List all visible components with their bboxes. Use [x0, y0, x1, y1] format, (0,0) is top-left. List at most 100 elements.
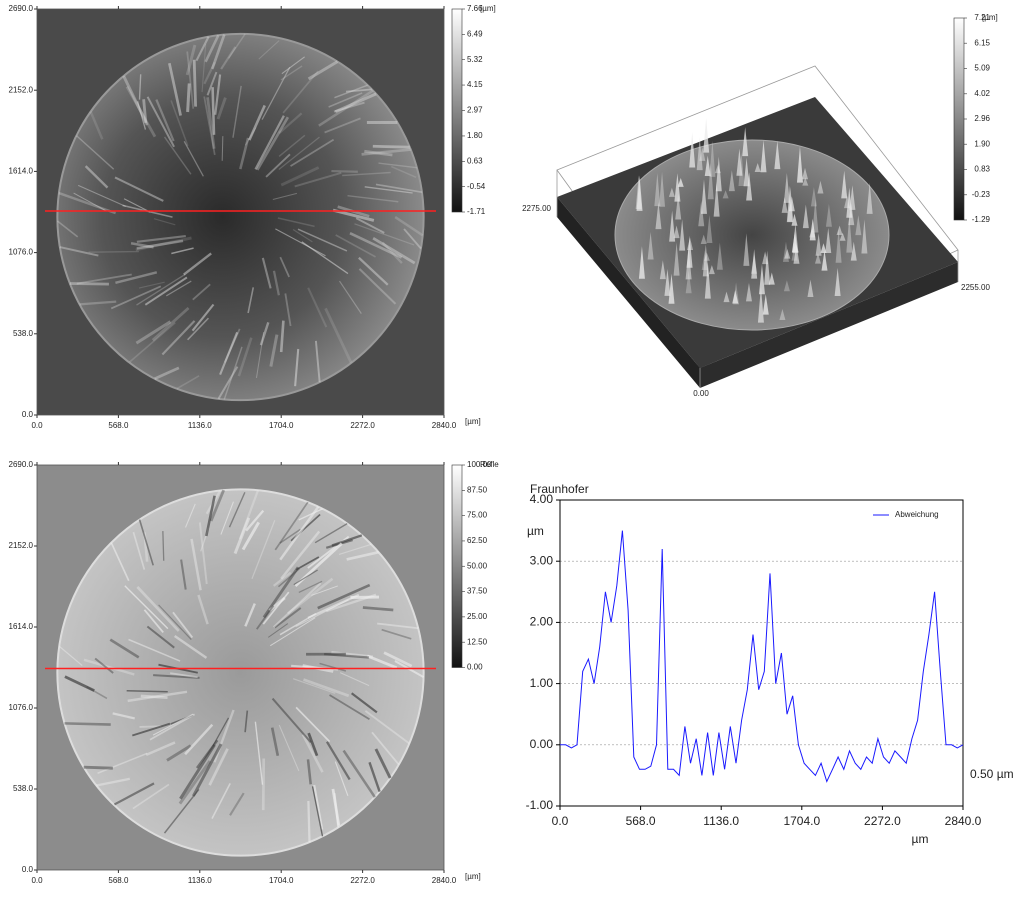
crystal-texture	[143, 609, 164, 634]
crystal-texture	[229, 792, 245, 816]
crystal-texture	[112, 712, 135, 720]
crystal-texture	[232, 85, 242, 138]
crystal-texture	[254, 115, 285, 170]
crystal-texture	[312, 784, 324, 830]
colorbar-tick-label: -0.23	[972, 190, 991, 199]
colorbar-tick-label: 4.02	[974, 89, 990, 98]
surface-peak	[768, 272, 775, 285]
surface-peak	[723, 291, 730, 303]
crystal-texture	[203, 96, 216, 156]
crystal-texture	[113, 782, 155, 806]
surface-peak	[850, 241, 857, 261]
colorbar-tick-label: 0.63	[467, 156, 483, 165]
surface-peak	[855, 215, 862, 236]
colorbar-tick-label: 50.00	[467, 561, 488, 570]
crystal-texture	[198, 522, 208, 585]
crystal-texture	[324, 117, 361, 134]
crystal-texture	[375, 183, 423, 194]
crystal-texture	[155, 99, 175, 142]
crystal-texture	[205, 495, 216, 537]
surface-peak	[786, 185, 793, 223]
crystal-texture	[295, 599, 349, 628]
crystal-texture	[178, 760, 212, 805]
surface-peak	[821, 250, 828, 271]
surface-peak	[673, 225, 680, 239]
crystal-texture	[88, 250, 139, 253]
y-tick-label: 2152.0	[9, 85, 34, 94]
surface-peak	[796, 146, 803, 183]
surface-peak	[841, 170, 848, 199]
crystal-texture	[153, 218, 176, 226]
surface-peak	[704, 262, 711, 299]
crystal-texture	[279, 256, 290, 278]
surface-peak	[751, 254, 758, 274]
crystal-texture	[274, 501, 309, 551]
surface-peak	[655, 201, 662, 230]
surface-peak	[802, 177, 809, 186]
surface-peak	[812, 198, 819, 233]
x-unit: [µm]	[465, 872, 481, 881]
crystal-texture	[339, 280, 362, 314]
colorbar-tick-label: 2.97	[467, 106, 483, 115]
crystal-texture	[138, 519, 154, 566]
surface-peak	[784, 248, 791, 259]
crystal-texture	[136, 586, 180, 632]
crystal-texture	[136, 234, 186, 243]
surface-peak	[685, 270, 692, 294]
crystal-texture	[211, 782, 231, 820]
crystal-texture	[64, 675, 95, 692]
surface-peak	[668, 273, 675, 304]
surface-peak	[638, 246, 645, 279]
x-tick-label: 0.0	[31, 421, 43, 430]
crystal-texture	[146, 96, 175, 148]
surface-peak	[866, 182, 873, 214]
crystal-texture	[339, 672, 370, 687]
crystal-texture	[278, 136, 320, 171]
crystal-texture	[311, 585, 338, 596]
surface-peak	[709, 140, 716, 177]
colorbar	[953, 17, 965, 221]
crystal-texture	[319, 662, 347, 672]
x-tick-label: 0.0	[31, 876, 43, 885]
x-unit: [µm]	[465, 417, 481, 426]
crystal-texture	[281, 56, 306, 75]
colorbar	[451, 464, 463, 668]
crystal-texture	[206, 71, 218, 96]
crystal-texture	[201, 44, 207, 93]
surface-peak	[685, 247, 692, 280]
crystal-texture	[237, 337, 253, 377]
x-tick-label: 568.0	[626, 814, 656, 828]
surface-peak	[675, 193, 682, 220]
crystal-texture	[329, 694, 370, 721]
crystal-texture	[220, 46, 237, 70]
axis-label: 2275.00	[522, 204, 551, 213]
crystal-texture	[325, 593, 377, 613]
surface-peak	[802, 167, 809, 180]
crystal-texture	[297, 228, 348, 252]
surface-peak	[774, 140, 781, 170]
surface-peak	[835, 228, 842, 263]
crystal-texture	[114, 176, 164, 202]
crystal-texture	[302, 678, 350, 698]
crystal-texture	[138, 74, 142, 100]
crystal-texture	[109, 638, 140, 659]
colorbar-tick-label: 12.50	[467, 637, 488, 646]
y-tick-label: 3.00	[530, 553, 554, 567]
colorbar-tick-label: 37.50	[467, 587, 488, 596]
crystal-texture	[212, 717, 230, 747]
surface-peak	[664, 268, 671, 296]
crystal-texture	[295, 706, 331, 743]
crystal-texture	[227, 33, 246, 59]
crystal-texture	[354, 223, 415, 246]
crystal-texture	[314, 523, 348, 544]
crystal-texture	[278, 134, 306, 157]
crystal-texture	[210, 34, 226, 70]
crystal-texture	[149, 713, 196, 741]
crystal-texture	[295, 556, 320, 571]
crystal-texture	[280, 65, 303, 81]
crystal-texture	[345, 88, 372, 93]
crystal-texture	[267, 623, 289, 638]
crystal-texture	[170, 672, 198, 679]
crystal-texture	[136, 239, 184, 250]
